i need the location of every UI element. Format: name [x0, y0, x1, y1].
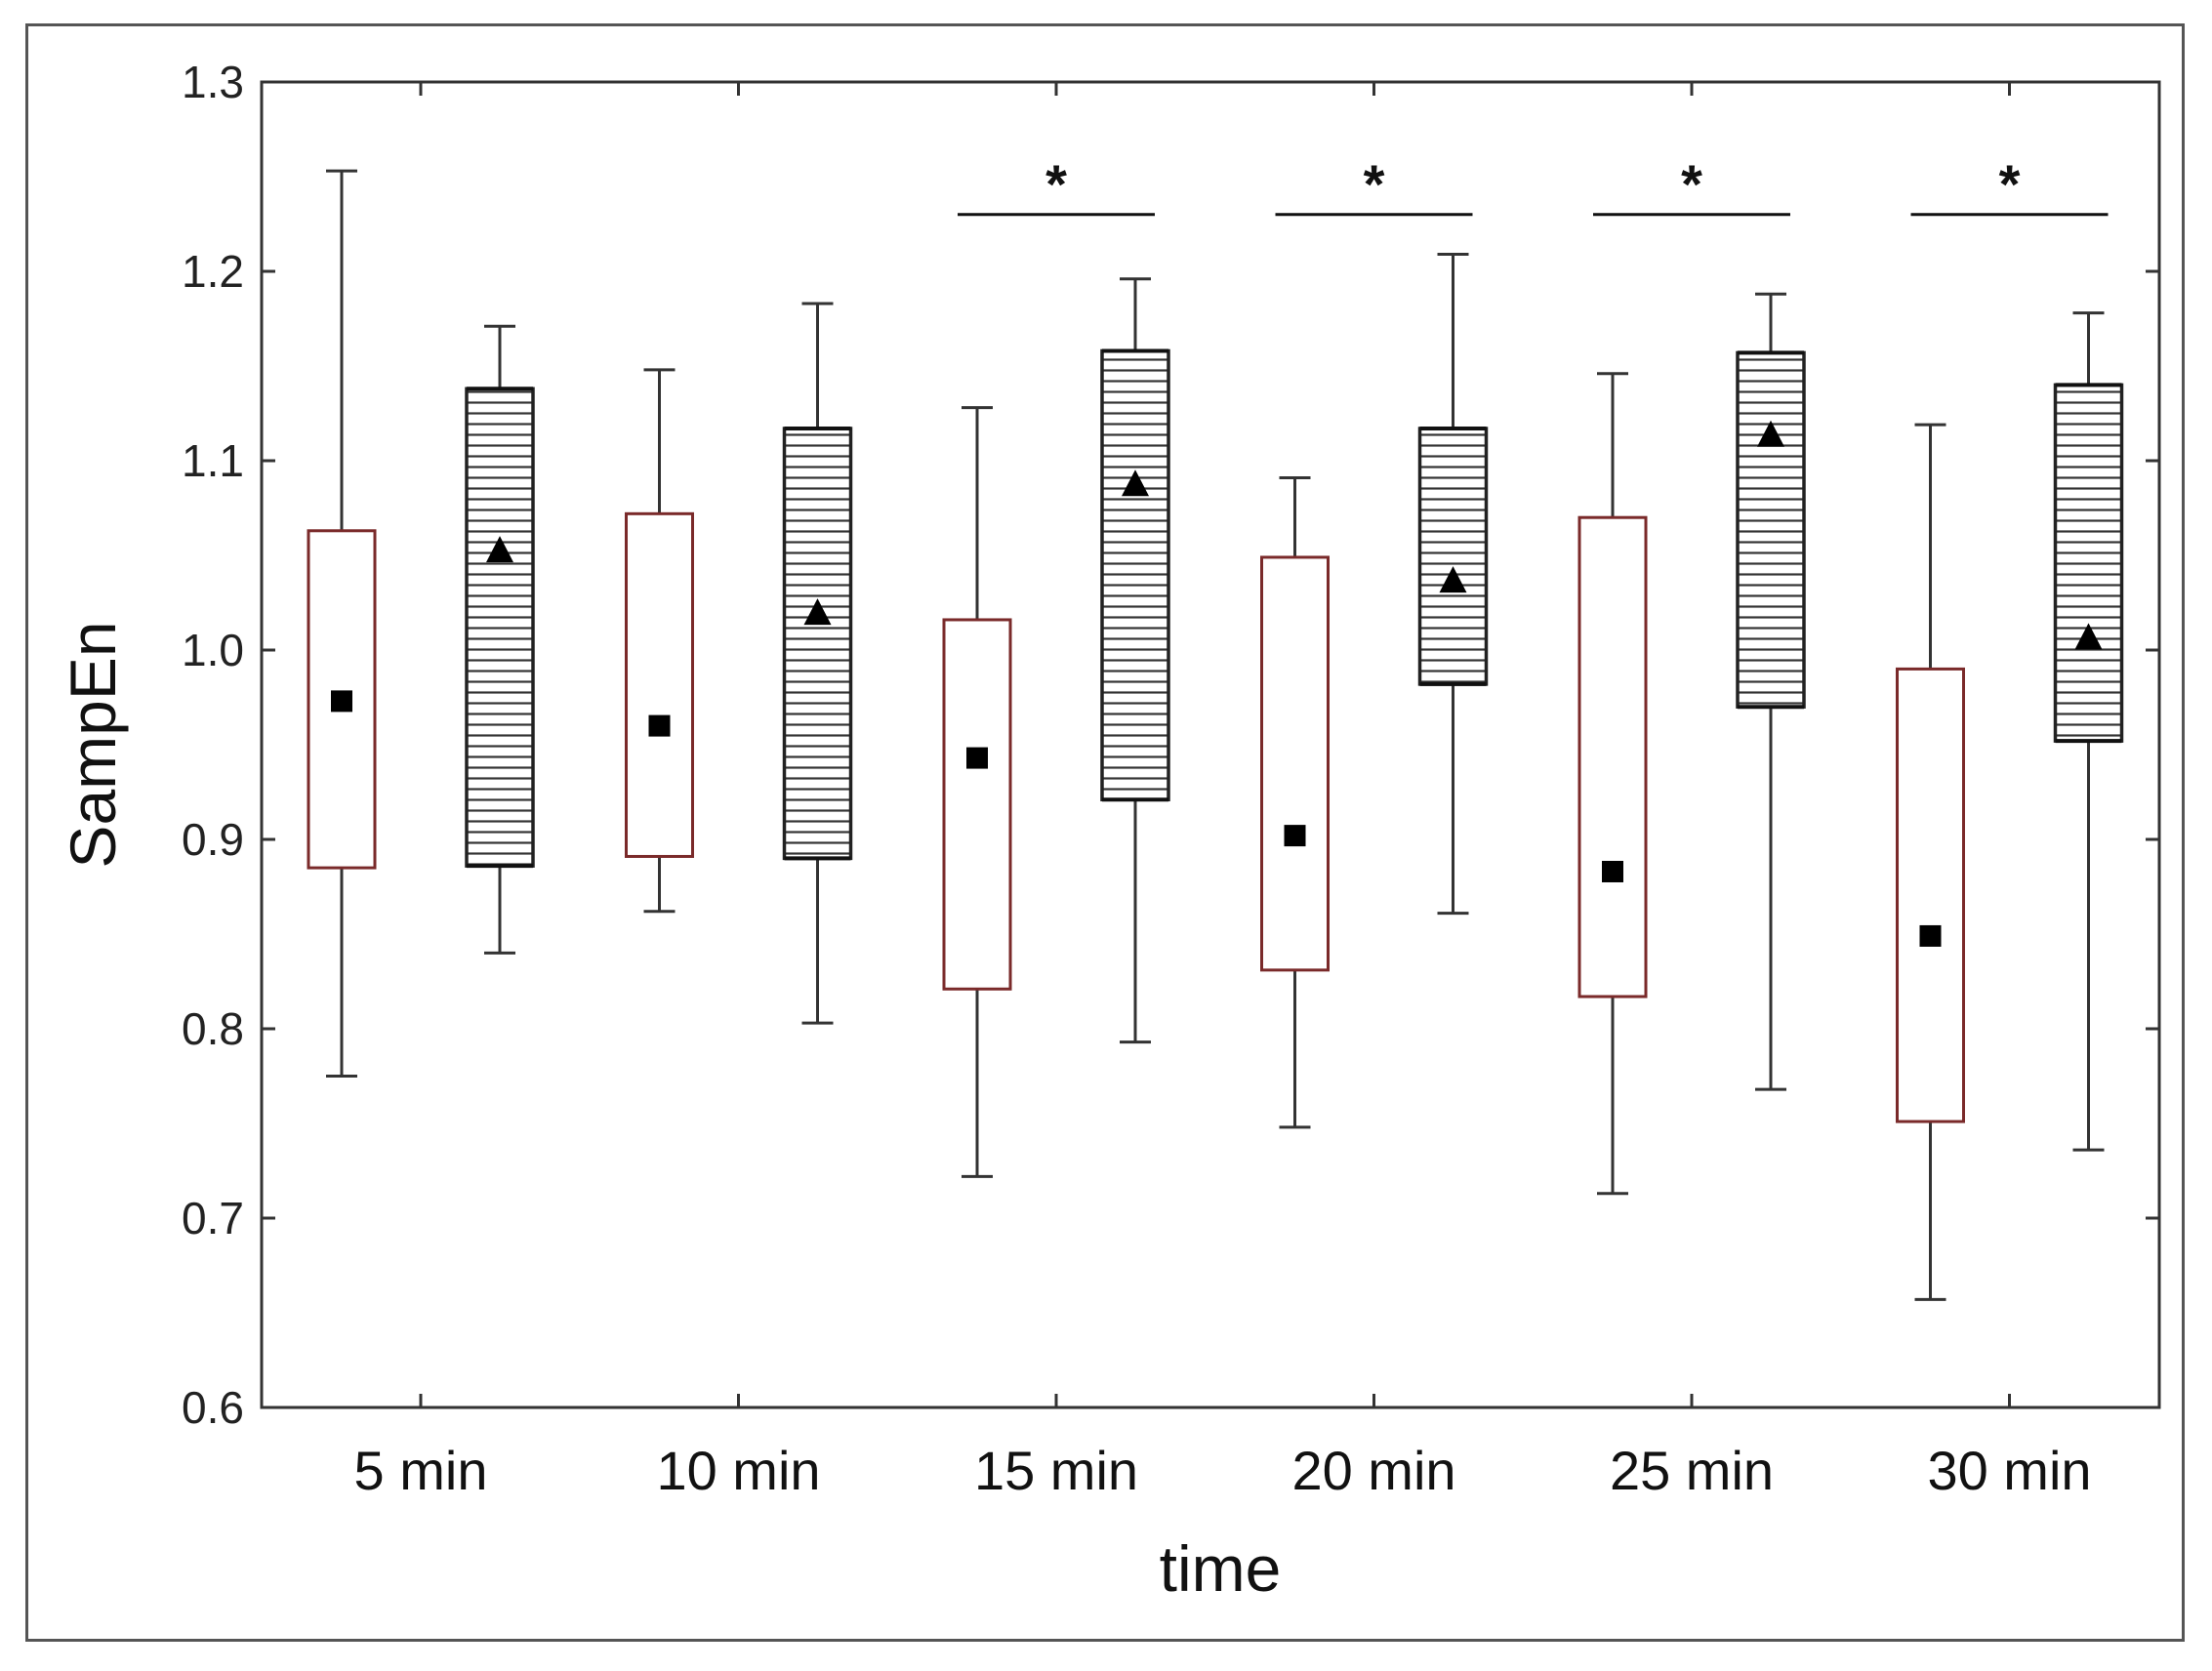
x-tick-label: 10 min	[656, 1440, 820, 1501]
y-tick-label: 1.0	[182, 625, 244, 675]
y-tick-label: 0.7	[182, 1193, 244, 1243]
hatched-box	[2053, 383, 2124, 743]
open-box	[1260, 555, 1330, 972]
plot-area	[260, 80, 2161, 1409]
center-triangle-marker	[1122, 469, 1149, 497]
y-tick-label: 1.1	[182, 435, 244, 486]
center-square-marker	[648, 714, 671, 737]
center-triangle-marker	[803, 598, 832, 626]
x-tick-label: 15 min	[974, 1440, 1138, 1501]
center-triangle-marker	[1757, 420, 1784, 447]
hatched-box	[1100, 348, 1170, 802]
x-tick-label: 20 min	[1291, 1440, 1455, 1501]
center-triangle-marker	[1439, 566, 1467, 593]
center-triangle-marker	[486, 536, 513, 563]
open-box	[625, 511, 694, 858]
center-square-marker	[1602, 860, 1623, 882]
y-tick-label: 1.2	[182, 246, 244, 297]
x-tick-label: 5 min	[354, 1440, 488, 1501]
hatched-box	[465, 387, 535, 868]
significance-star: *	[1681, 153, 1702, 215]
y-axis-title: SampEn	[57, 621, 129, 868]
significance-star: *	[1364, 153, 1385, 215]
center-square-marker	[331, 690, 352, 713]
significance-star: *	[1045, 153, 1067, 215]
y-tick-label: 1.3	[182, 57, 244, 107]
center-square-marker	[966, 747, 988, 769]
y-tick-label: 0.6	[182, 1382, 244, 1433]
hatched-box	[782, 427, 853, 861]
hatched-box	[1417, 427, 1489, 686]
x-tick-label: 25 min	[1610, 1440, 1774, 1501]
open-box	[942, 618, 1012, 991]
x-axis-title: time	[1160, 1532, 1282, 1605]
open-box	[1896, 667, 1965, 1123]
hatched-box	[1736, 350, 1806, 709]
center-triangle-marker	[2074, 623, 2103, 650]
center-square-marker	[1284, 825, 1306, 847]
y-tick-label: 0.9	[182, 814, 244, 865]
open-box	[1577, 515, 1648, 999]
significance-star: *	[1999, 153, 2021, 215]
x-tick-label: 30 min	[1927, 1440, 2091, 1501]
y-tick-label: 0.8	[182, 1003, 244, 1054]
center-square-marker	[1919, 924, 1942, 947]
figure-frame	[25, 23, 2185, 1642]
